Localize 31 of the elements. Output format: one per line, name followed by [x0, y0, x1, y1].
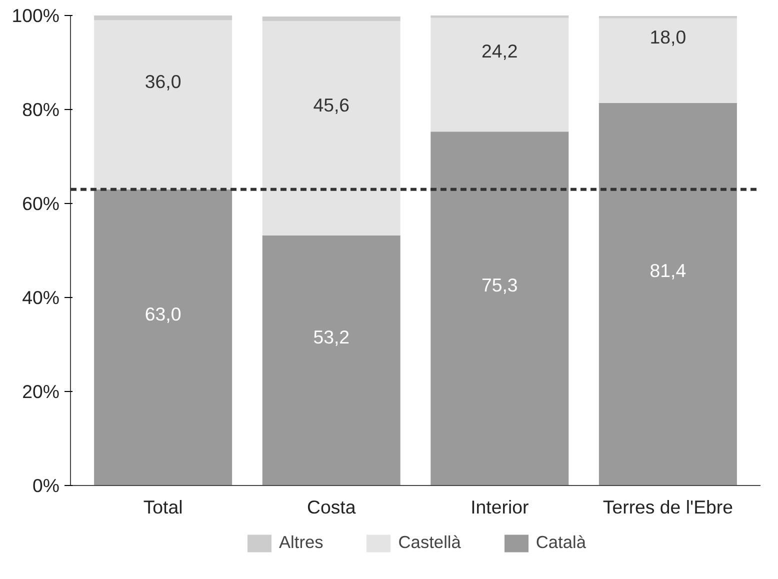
- x-tick-label: Interior: [470, 496, 529, 518]
- bar: [262, 21, 400, 236]
- data-label: 81,4: [650, 260, 686, 282]
- data-label: 75,3: [481, 274, 518, 296]
- x-tick-label: Costa: [306, 496, 356, 518]
- data-label: 18,0: [650, 26, 686, 48]
- y-tick-label: 60%: [22, 193, 60, 214]
- bar: [598, 102, 737, 486]
- data-label: 24,2: [481, 40, 518, 62]
- bar: [430, 132, 569, 486]
- bar: [94, 189, 232, 486]
- y-tick-label: 0%: [32, 475, 60, 496]
- bar: [94, 20, 232, 190]
- bar: [262, 235, 400, 486]
- legend-label: Català: [536, 532, 586, 553]
- data-label: 53,2: [313, 326, 350, 348]
- data-label: 45,6: [313, 94, 350, 116]
- bar: [430, 18, 569, 132]
- y-tick-label: 80%: [22, 99, 60, 120]
- bar: [262, 16, 400, 22]
- bar: [94, 16, 232, 20]
- data-label: 36,0: [144, 70, 182, 92]
- data-label: 63,0: [144, 303, 182, 324]
- x-tick-label: Total: [143, 496, 183, 518]
- legend-label: Castellà: [398, 532, 461, 553]
- y-tick-label: 100%: [12, 5, 60, 26]
- bar: [598, 18, 737, 103]
- y-tick-label: 40%: [22, 287, 60, 308]
- y-tick-label: 20%: [22, 381, 60, 402]
- legend-label: Altres: [279, 532, 324, 553]
- x-tick-label: Terres de l'Ebre: [602, 496, 733, 518]
